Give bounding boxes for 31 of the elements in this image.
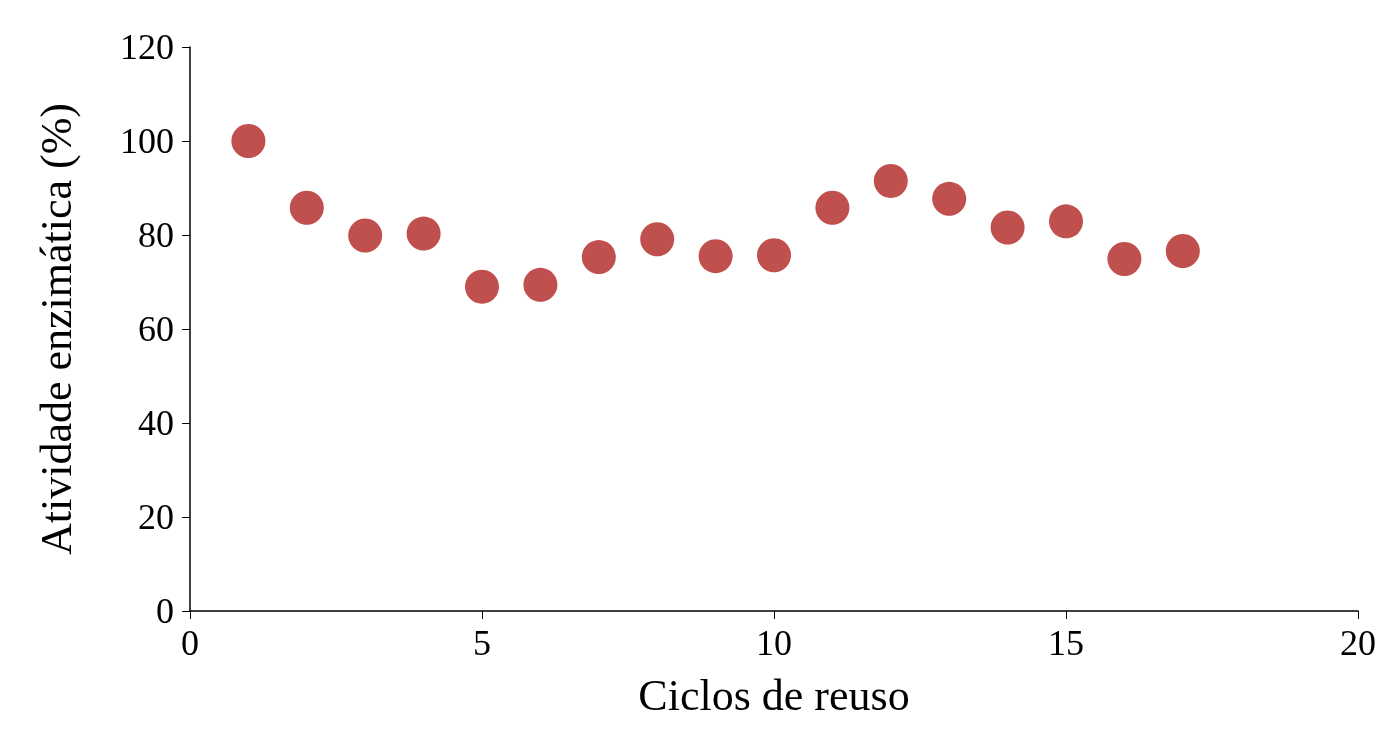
y-tick-label: 40	[138, 403, 174, 443]
point	[348, 218, 383, 253]
x-tick-label: 10	[756, 623, 792, 663]
x-tick-label: 0	[181, 623, 199, 663]
y-axis-title: Atividade enzimática (%)	[31, 102, 81, 556]
point	[757, 238, 791, 273]
point	[698, 239, 733, 274]
x-tick-label: 15	[1048, 623, 1084, 663]
y-tick-label: 120	[120, 27, 174, 67]
point	[1107, 241, 1142, 276]
y-tick-label: 20	[138, 497, 174, 537]
point	[1165, 233, 1200, 268]
point	[932, 181, 967, 216]
point	[873, 163, 908, 198]
point	[990, 210, 1025, 245]
x-axis-title: Ciclos de reuso	[638, 670, 910, 720]
point	[815, 190, 850, 225]
point	[640, 222, 675, 257]
y-tick-label: 100	[120, 121, 174, 161]
y-tick-label: 0	[156, 591, 174, 631]
point	[581, 240, 616, 275]
x-tick-label: 20	[1340, 623, 1376, 663]
point	[231, 124, 266, 158]
point	[1049, 204, 1083, 239]
point	[465, 269, 499, 304]
y-tick-label: 80	[138, 215, 174, 255]
point	[406, 216, 441, 251]
point	[523, 267, 558, 302]
y-tick-label: 60	[138, 309, 174, 349]
x-tick-label: 5	[473, 623, 491, 663]
point	[289, 190, 324, 225]
